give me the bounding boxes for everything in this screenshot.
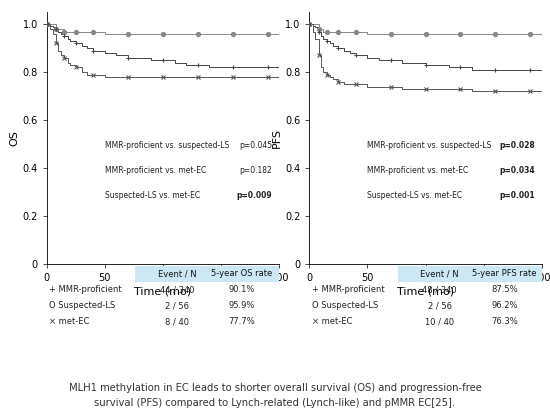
Text: 10 / 40: 10 / 40 xyxy=(425,317,454,326)
Text: 90.1%: 90.1% xyxy=(229,285,255,294)
Text: MMR-proficient vs. met-EC: MMR-proficient vs. met-EC xyxy=(105,166,206,175)
Text: 48 / 340: 48 / 340 xyxy=(422,285,457,294)
X-axis label: Time (mo): Time (mo) xyxy=(134,287,191,297)
Text: MMR-proficient vs. met-EC: MMR-proficient vs. met-EC xyxy=(367,166,469,175)
Text: 87.5%: 87.5% xyxy=(491,285,518,294)
Text: MLH1 methylation in EC leads to shorter overall survival (OS) and progression-fr: MLH1 methylation in EC leads to shorter … xyxy=(69,383,481,408)
Y-axis label: PFS: PFS xyxy=(272,128,282,148)
Text: p=0.028: p=0.028 xyxy=(499,141,535,150)
X-axis label: Time (mo): Time (mo) xyxy=(397,287,454,297)
Y-axis label: OS: OS xyxy=(9,130,20,146)
Text: 2 / 56: 2 / 56 xyxy=(165,301,189,310)
Text: × met-EC: × met-EC xyxy=(49,317,90,326)
Text: 76.3%: 76.3% xyxy=(491,317,518,326)
Text: p=0.045: p=0.045 xyxy=(239,141,272,150)
Text: p=0.001: p=0.001 xyxy=(499,191,535,200)
Text: 95.9%: 95.9% xyxy=(229,301,255,310)
Text: 5-year OS rate: 5-year OS rate xyxy=(211,269,273,278)
Text: + MMR-proficient: + MMR-proficient xyxy=(312,285,384,294)
Text: Suspected-LS vs. met-EC: Suspected-LS vs. met-EC xyxy=(367,191,463,200)
Text: p=0.009: p=0.009 xyxy=(236,191,272,200)
Text: MMR-proficient vs. suspected-LS: MMR-proficient vs. suspected-LS xyxy=(105,141,229,150)
FancyBboxPatch shape xyxy=(135,266,279,282)
Text: p=0.182: p=0.182 xyxy=(239,166,272,175)
Text: Event / N: Event / N xyxy=(420,269,459,278)
Text: O Suspected-LS: O Suspected-LS xyxy=(49,301,116,310)
Text: 5-year PFS rate: 5-year PFS rate xyxy=(472,269,537,278)
Text: Suspected-LS vs. met-EC: Suspected-LS vs. met-EC xyxy=(105,191,200,200)
Text: 2 / 56: 2 / 56 xyxy=(427,301,452,310)
Text: Event / N: Event / N xyxy=(157,269,196,278)
Text: 96.2%: 96.2% xyxy=(491,301,518,310)
FancyBboxPatch shape xyxy=(398,266,542,282)
Text: p=0.034: p=0.034 xyxy=(499,166,535,175)
Text: 44 / 340: 44 / 340 xyxy=(160,285,194,294)
Text: 77.7%: 77.7% xyxy=(229,317,255,326)
Text: 8 / 40: 8 / 40 xyxy=(165,317,189,326)
Text: + MMR-proficient: + MMR-proficient xyxy=(49,285,122,294)
Text: MMR-proficient vs. suspected-LS: MMR-proficient vs. suspected-LS xyxy=(367,141,492,150)
Text: O Suspected-LS: O Suspected-LS xyxy=(312,301,378,310)
Text: × met-EC: × met-EC xyxy=(312,317,352,326)
